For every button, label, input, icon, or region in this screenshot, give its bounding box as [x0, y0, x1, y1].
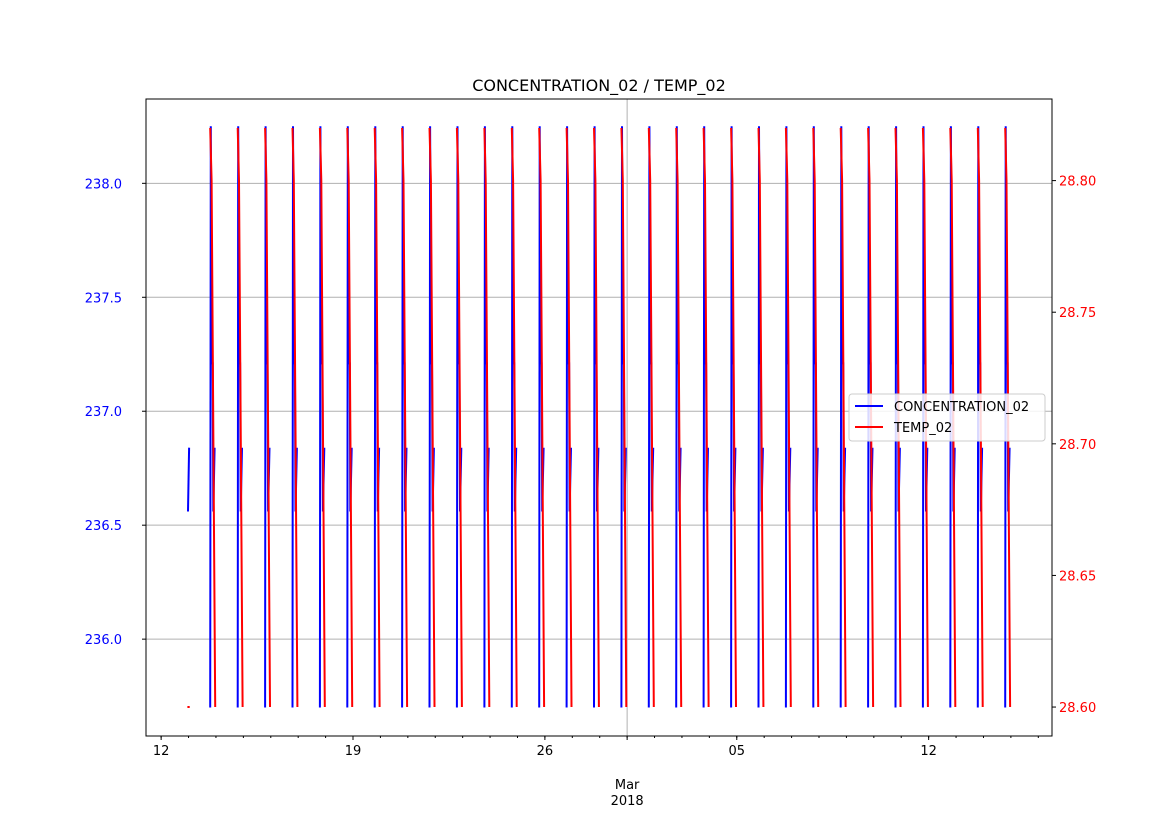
- legend-label-concentration: CONCENTRATION_02: [894, 400, 1029, 415]
- concentration-line-segment: [187, 447, 191, 512]
- temp-line-segment: [510, 127, 518, 708]
- x-tick-label: 26: [537, 744, 554, 759]
- x-tick-label: 05: [728, 744, 745, 759]
- right-y-tick-label: 28.70: [1059, 438, 1096, 453]
- left-y-tick-label: 236.5: [85, 519, 122, 534]
- x-tick-label: 12: [153, 744, 170, 759]
- left-y-tick-label: 236.0: [85, 633, 122, 648]
- right-y-tick-label: 28.65: [1059, 569, 1096, 584]
- temp-line-segment: [921, 127, 929, 708]
- legend: CONCENTRATION_02 TEMP_02: [848, 393, 1046, 442]
- temp-line-segment: [209, 127, 217, 708]
- temp-line-segment: [647, 127, 655, 708]
- temp-line-segment: [428, 127, 436, 708]
- right-y-tick-label: 28.80: [1059, 175, 1096, 190]
- temp-line-segment: [730, 127, 737, 708]
- chart-title: CONCENTRATION_02 / TEMP_02: [472, 76, 726, 96]
- temp-line-segment: [867, 127, 875, 708]
- temp-line-segment: [346, 127, 354, 708]
- temp-line-segment: [784, 127, 792, 708]
- x-tick-sublabel: 2018: [611, 794, 644, 809]
- temp-line-segment: [236, 127, 244, 708]
- temp-line-segment: [318, 127, 326, 708]
- legend-label-temp: TEMP_02: [893, 421, 952, 436]
- x-tick-label: 19: [345, 744, 362, 759]
- right-y-tick-label: 28.60: [1059, 701, 1096, 716]
- temp-line-segment: [675, 127, 683, 708]
- temp-line-segment: [483, 127, 491, 708]
- left-y-tick-label: 238.0: [85, 177, 122, 192]
- temp-line-segment: [812, 127, 820, 708]
- x-tick-label: 12: [920, 744, 937, 759]
- temp-line-segment: [593, 127, 600, 708]
- temp-line-segment: [976, 127, 984, 708]
- temp-line-segment: [702, 127, 710, 708]
- temp-line-segment: [757, 127, 765, 708]
- temp-line-segment: [894, 127, 902, 708]
- temp-line-segment: [839, 127, 847, 708]
- temp-line-segment: [291, 127, 299, 708]
- x-tick-label: Mar: [615, 778, 640, 793]
- temp-line-segment: [401, 127, 409, 708]
- plot-frame: [145, 98, 1053, 737]
- temp-line-segment: [373, 127, 381, 708]
- temp-line-segment: [264, 127, 271, 708]
- temp-line-segment: [565, 127, 573, 708]
- temp-line-segment: [620, 127, 628, 708]
- left-y-tick-label: 237.5: [85, 291, 122, 306]
- left-y-tick-label: 237.0: [85, 405, 122, 420]
- right-y-tick-label: 28.75: [1059, 306, 1096, 321]
- temp-line-segment: [455, 127, 463, 708]
- temp-line-segment: [1004, 127, 1012, 708]
- temp-line-segment: [949, 127, 957, 708]
- temp-line-segment: [538, 127, 546, 708]
